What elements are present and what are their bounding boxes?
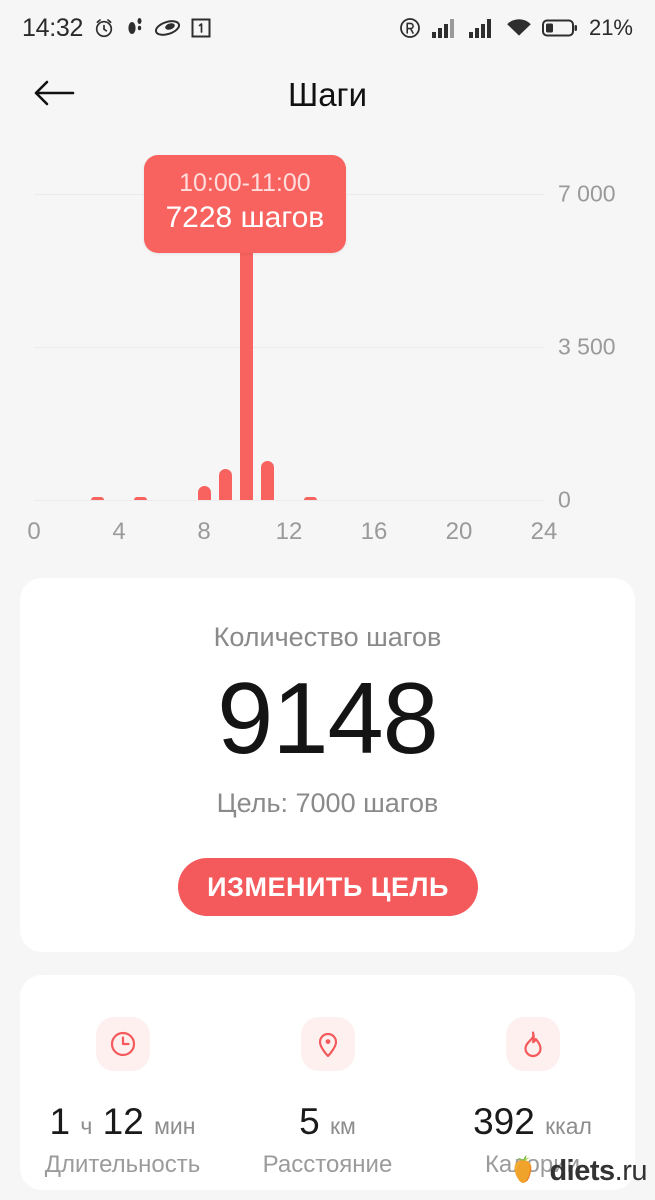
chart-bar[interactable] (133, 497, 147, 500)
chart-x-tick-label: 8 (197, 518, 211, 545)
steps-count-value: 9148 (217, 663, 439, 775)
steps-count-label: Количество шагов (213, 622, 442, 652)
chart-bar[interactable] (197, 485, 211, 500)
clock-icon (95, 1017, 150, 1071)
status-bar-right: 21% (398, 15, 633, 41)
metric-label: Расстояние (262, 1151, 393, 1178)
tooltip-time-range: 10:00-11:00 (179, 169, 311, 197)
apple-logo-icon (503, 1149, 543, 1194)
roaming-icon (398, 16, 422, 40)
chart-bar[interactable] (91, 497, 105, 500)
watermark-brand: diets (549, 1155, 615, 1187)
metric-clock: 1 ч 12 мин Длительность (20, 975, 225, 1190)
metric-number-secondary: 12 (102, 1101, 144, 1142)
calendar-one-icon (190, 17, 212, 39)
signal-bars-sim2-icon (468, 17, 496, 39)
chart-bar[interactable] (261, 461, 275, 500)
status-bar: 14:32 (0, 0, 655, 56)
metric-unit: ккал (545, 1113, 592, 1139)
steps-goal-text: Цель: 7000 шагов (216, 788, 439, 818)
flame-icon (505, 1017, 560, 1071)
arrow-left-icon (32, 78, 76, 113)
back-button[interactable] (30, 71, 78, 119)
metrics-row: 1 ч 12 мин Длительность 5 км Расстояние 392 … (20, 975, 635, 1190)
metric-label: Калории (484, 1151, 581, 1178)
metric-number: 1 (49, 1101, 71, 1142)
chart-x-tick-label: 16 (360, 518, 388, 545)
battery-icon (541, 18, 578, 38)
watermark: diets.ru (503, 1149, 648, 1194)
signal-bars-sim1-icon (431, 17, 459, 39)
metric-number: 392 (473, 1101, 535, 1142)
chart-x-tick-label: 12 (275, 518, 303, 545)
watermark-text: diets.ru (549, 1155, 647, 1188)
metric-unit-secondary: мин (154, 1113, 196, 1139)
steps-summary-card: Количество шагов 9148 Цель: 7000 шагов И… (20, 578, 635, 952)
metric-flame: 392 ккал Калории (430, 975, 635, 1190)
metric-label: Длительность (44, 1151, 201, 1178)
metric-unit: ч (80, 1113, 93, 1139)
chart-x-tick-label: 20 (445, 518, 473, 545)
chart-tooltip: 10:00-11:00 7228 шагов (143, 155, 347, 253)
metrics-card: 1 ч 12 мин Длительность 5 км Расстояние 392 … (20, 975, 635, 1190)
metric-location-pin: 5 км Расстояние (225, 975, 430, 1190)
chart-gridline (34, 500, 544, 501)
chart-y-tick-label: 0 (558, 486, 571, 513)
metric-number: 5 (299, 1101, 320, 1142)
status-time: 14:32 (22, 13, 84, 42)
footsteps-icon (125, 16, 145, 40)
app-header: Шаги (0, 56, 655, 134)
metric-value: 392 ккал (473, 1101, 592, 1143)
steps-chart[interactable]: 0 3 500 7 000 0 4 8 12 16 20 24 10:00-11:00 7228… (0, 140, 655, 560)
status-bar-left: 14:32 (22, 14, 212, 43)
tooltip-steps-value: 7228 шагов (165, 201, 325, 235)
change-goal-button[interactable]: ИЗМЕНИТЬ ЦЕЛЬ (178, 858, 478, 916)
metric-value: 5 км (299, 1101, 356, 1143)
metric-value: 1 ч 12 мин (50, 1101, 196, 1143)
chart-x-tick-label: 24 (530, 518, 558, 545)
alarm-clock-icon (92, 16, 116, 40)
page-title: Шаги (287, 76, 368, 113)
chart-bar-selected[interactable] (240, 184, 253, 500)
chart-gridline (34, 347, 544, 348)
chart-y-tick-label: 7 000 (558, 180, 616, 207)
wifi-icon (505, 17, 533, 39)
chart-x-tick-label: 4 (112, 518, 126, 545)
chart-x-tick-label: 0 (27, 518, 41, 545)
chart-bar[interactable] (303, 497, 317, 500)
chart-bar[interactable] (218, 469, 232, 500)
location-pin-icon (300, 1017, 355, 1071)
sleep-mask-icon (154, 18, 181, 38)
battery-percent: 21% (588, 15, 633, 40)
metric-unit: км (329, 1113, 356, 1139)
chart-plot-area[interactable] (34, 158, 544, 501)
chart-y-tick-label: 3 500 (558, 333, 616, 360)
watermark-tld: .ru (614, 1155, 648, 1187)
